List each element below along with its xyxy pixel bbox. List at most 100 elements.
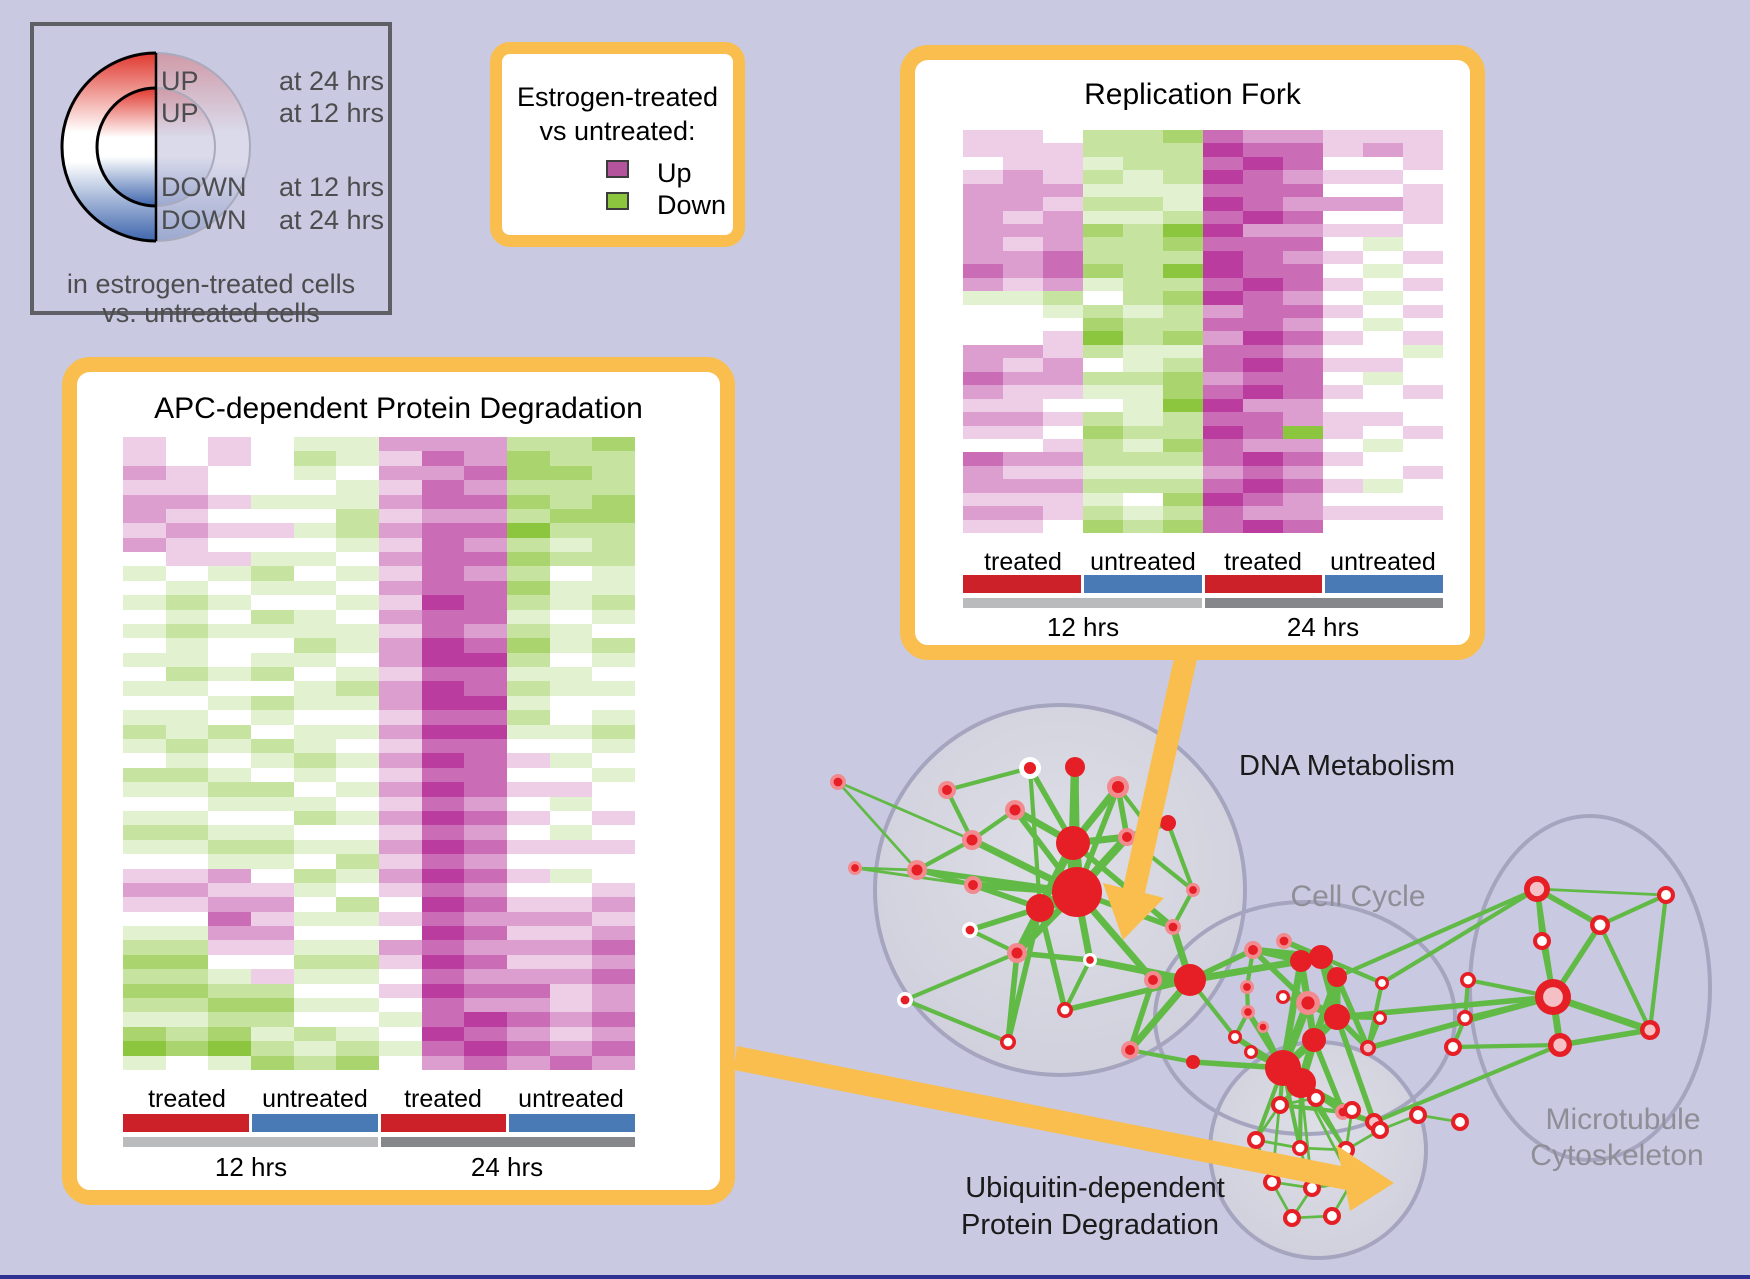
heatmap-cell [1203,183,1243,198]
legend-footer-line1: in estrogen-treated cells [66,269,356,299]
heatmap-cell [208,623,251,639]
heatmap-cell [1083,331,1123,345]
heatmap-cell [1043,223,1083,238]
down-swatch-label: Down [657,190,727,220]
heatmap-cell [592,523,635,538]
heatmap-cell [1043,264,1083,278]
heatmap-cell [1323,398,1363,413]
heatmap-cell [464,523,507,538]
heatmap-cell [1163,412,1203,426]
heatmap-cell [251,911,294,927]
heatmap-cell [1403,385,1443,399]
heatmap-cell [1363,237,1403,251]
heatmap-cell [1043,304,1083,318]
heatmap-cell [549,796,593,811]
apc-condition-bars [123,1114,635,1132]
heatmap-cell [123,854,166,869]
heatmap-cell [1323,452,1363,466]
heatmap-cell [336,494,379,509]
network-node-core [1279,936,1289,946]
heatmap-cell [421,897,465,912]
network-node-core [968,880,978,890]
heatmap-cell [1363,318,1403,332]
heatmap-cell [421,1041,465,1056]
network-node-core [1543,987,1563,1007]
estrogen-color-legend: Estrogen-treated vs untreated: Up Down [490,42,745,247]
cluster-label-dna-metabolism: DNA Metabolism [1239,750,1455,782]
estrogen-legend-title1: Estrogen-treated [516,82,719,112]
rf-bar-untreated-24 [1325,575,1443,593]
network-node-red [1327,967,1347,987]
network-node-core [1448,1042,1458,1052]
heatmap-cell [336,465,379,481]
heatmap-cell [1403,223,1443,238]
heatmap-cell [507,508,550,524]
down-color-swatch [606,192,629,210]
heatmap-cell [379,724,422,740]
heatmap-cell [123,954,166,970]
heatmap-cell [123,839,166,855]
heatmap-cell [1203,371,1243,386]
heatmap-cell [336,998,379,1013]
heatmap-cell [1003,237,1043,251]
heatmap-cell [1243,479,1283,493]
heatmap-cell [1123,465,1163,480]
heatmap-cell [336,839,379,855]
heatmap-cell [464,652,507,668]
heatmap-cell [208,926,251,941]
heatmap-cell [251,1012,294,1027]
heatmap-cell [336,595,379,610]
heatmap-cell [165,552,209,567]
heatmap-cell [1043,277,1083,292]
heatmap-cell [1403,412,1443,426]
apc-bar-12hrs [123,1137,378,1147]
heatmap-cell [379,897,422,912]
heatmap-cell [464,983,507,999]
heatmap-cell [165,465,209,481]
heatmap-cell [507,623,550,639]
heatmap-cell [549,739,593,754]
heatmap-cell [293,825,337,840]
heatmap-cell [421,638,465,653]
network-node-core [1251,1135,1261,1145]
heatmap-cell [1283,438,1323,453]
heatmap-cell [208,566,251,581]
network-edge [1277,1102,1346,1115]
heatmap-cell [1323,223,1363,238]
network-edge [836,780,974,842]
network-node-core [1275,1100,1285,1110]
heatmap-cell [1163,358,1203,372]
heatmap-cell [379,839,422,855]
heatmap-cell [507,911,550,927]
heatmap-cell [1323,183,1363,198]
heatmap-cell [1403,371,1443,386]
heatmap-cell [1203,304,1243,318]
heatmap-cell [507,767,550,783]
network-node-core [1168,922,1178,932]
heatmap-cell [1123,156,1163,171]
heatmap-cell [464,897,507,912]
heatmap-cell [336,710,379,725]
network-node-red [1052,867,1102,917]
heatmap-cell [1163,371,1203,386]
heatmap-cell [251,1041,294,1056]
heatmap-cell [592,969,635,984]
apc-title: APC-dependent Protein Degradation [154,392,643,425]
heatmap-cell [1043,130,1083,144]
heatmap-cell [1243,398,1283,413]
heatmap-cell [507,782,550,797]
heatmap-cell [1403,492,1443,507]
heatmap-cell [1363,143,1403,157]
heatmap-cell [549,839,593,855]
heatmap-cell [165,494,209,509]
heatmap-cell [379,1012,422,1027]
heatmap-cell [464,926,507,941]
heatmap-cell [549,882,593,898]
rf-bar-12hrs [963,598,1202,608]
heatmap-cell [165,825,209,840]
heatmap-cell [379,437,422,452]
heatmap-cell [464,810,507,826]
heatmap-cell [1123,344,1163,359]
heatmap-cell [336,868,379,883]
heatmap-cell [1283,183,1323,198]
